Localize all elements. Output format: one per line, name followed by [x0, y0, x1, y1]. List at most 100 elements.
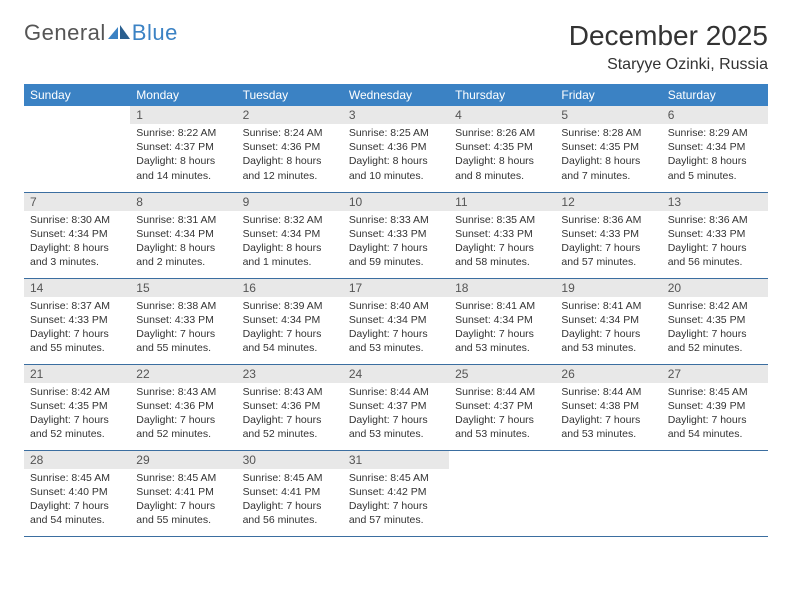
- sunset-line: Sunset: 4:34 PM: [455, 313, 549, 327]
- sunset-line: Sunset: 4:34 PM: [136, 227, 230, 241]
- daylight-line: Daylight: 7 hours and 54 minutes.: [243, 327, 337, 355]
- sunset-line: Sunset: 4:33 PM: [561, 227, 655, 241]
- daylight-line: Daylight: 7 hours and 53 minutes.: [349, 413, 443, 441]
- calendar-weekday-header: SundayMondayTuesdayWednesdayThursdayFrid…: [24, 84, 768, 106]
- daylight-line: Daylight: 8 hours and 12 minutes.: [243, 154, 337, 182]
- sunset-line: Sunset: 4:34 PM: [349, 313, 443, 327]
- calendar-day-cell: 14Sunrise: 8:37 AMSunset: 4:33 PMDayligh…: [24, 278, 130, 364]
- day-details: Sunrise: 8:38 AMSunset: 4:33 PMDaylight:…: [130, 297, 236, 360]
- daylight-line: Daylight: 7 hours and 56 minutes.: [243, 499, 337, 527]
- calendar-day-cell: 19Sunrise: 8:41 AMSunset: 4:34 PMDayligh…: [555, 278, 661, 364]
- daylight-line: Daylight: 8 hours and 10 minutes.: [349, 154, 443, 182]
- sunrise-line: Sunrise: 8:45 AM: [136, 471, 230, 485]
- brand-logo: General Blue: [24, 20, 178, 46]
- day-details: Sunrise: 8:28 AMSunset: 4:35 PMDaylight:…: [555, 124, 661, 187]
- day-details: Sunrise: 8:24 AMSunset: 4:36 PMDaylight:…: [237, 124, 343, 187]
- sunrise-line: Sunrise: 8:35 AM: [455, 213, 549, 227]
- sunset-line: Sunset: 4:34 PM: [668, 140, 762, 154]
- calendar-day-cell: 2Sunrise: 8:24 AMSunset: 4:36 PMDaylight…: [237, 106, 343, 192]
- day-number: 6: [662, 106, 768, 124]
- day-number: 13: [662, 193, 768, 211]
- calendar-day-cell: 9Sunrise: 8:32 AMSunset: 4:34 PMDaylight…: [237, 192, 343, 278]
- sunrise-line: Sunrise: 8:38 AM: [136, 299, 230, 313]
- daylight-line: Daylight: 7 hours and 53 minutes.: [455, 327, 549, 355]
- sunrise-line: Sunrise: 8:36 AM: [561, 213, 655, 227]
- day-details: Sunrise: 8:37 AMSunset: 4:33 PMDaylight:…: [24, 297, 130, 360]
- sunset-line: Sunset: 4:34 PM: [30, 227, 124, 241]
- weekday-header-thursday: Thursday: [449, 84, 555, 106]
- day-details: Sunrise: 8:33 AMSunset: 4:33 PMDaylight:…: [343, 211, 449, 274]
- calendar-day-cell: 17Sunrise: 8:40 AMSunset: 4:34 PMDayligh…: [343, 278, 449, 364]
- day-details: Sunrise: 8:43 AMSunset: 4:36 PMDaylight:…: [237, 383, 343, 446]
- calendar-week-row: 7Sunrise: 8:30 AMSunset: 4:34 PMDaylight…: [24, 192, 768, 278]
- daylight-line: Daylight: 7 hours and 54 minutes.: [668, 413, 762, 441]
- day-number: 24: [343, 365, 449, 383]
- sunset-line: Sunset: 4:34 PM: [243, 313, 337, 327]
- sunrise-line: Sunrise: 8:41 AM: [561, 299, 655, 313]
- day-number: 30: [237, 451, 343, 469]
- calendar-day-cell: 3Sunrise: 8:25 AMSunset: 4:36 PMDaylight…: [343, 106, 449, 192]
- day-number: 7: [24, 193, 130, 211]
- day-details: Sunrise: 8:35 AMSunset: 4:33 PMDaylight:…: [449, 211, 555, 274]
- sunrise-line: Sunrise: 8:33 AM: [349, 213, 443, 227]
- day-details: Sunrise: 8:26 AMSunset: 4:35 PMDaylight:…: [449, 124, 555, 187]
- day-details: Sunrise: 8:45 AMSunset: 4:39 PMDaylight:…: [662, 383, 768, 446]
- sunset-line: Sunset: 4:40 PM: [30, 485, 124, 499]
- page-header: General Blue December 2025 Staryye Ozink…: [24, 20, 768, 74]
- daylight-line: Daylight: 7 hours and 55 minutes.: [30, 327, 124, 355]
- calendar-day-cell: 18 Sunrise: 8:41 AMSunset: 4:34 PMDayligh…: [449, 278, 555, 364]
- day-number: 5: [555, 106, 661, 124]
- sunset-line: Sunset: 4:33 PM: [136, 313, 230, 327]
- day-number: 2: [237, 106, 343, 124]
- day-number: 16: [237, 279, 343, 297]
- sunrise-line: Sunrise: 8:45 AM: [349, 471, 443, 485]
- day-number: 10: [343, 193, 449, 211]
- calendar-day-cell: 7Sunrise: 8:30 AMSunset: 4:34 PMDaylight…: [24, 192, 130, 278]
- sunrise-line: Sunrise: 8:44 AM: [561, 385, 655, 399]
- sunset-line: Sunset: 4:35 PM: [668, 313, 762, 327]
- sunrise-line: Sunrise: 8:31 AM: [136, 213, 230, 227]
- day-number: 21: [24, 365, 130, 383]
- calendar-day-cell: 31 Sunrise: 8:45 AMSunset: 4:42 PMDayligh…: [343, 450, 449, 536]
- calendar-day-cell: 11Sunrise: 8:35 AMSunset: 4:33 PMDayligh…: [449, 192, 555, 278]
- calendar-day-cell: .: [662, 450, 768, 536]
- day-details: Sunrise: 8:29 AMSunset: 4:34 PMDaylight:…: [662, 124, 768, 187]
- day-number: 14: [24, 279, 130, 297]
- weekday-header-sunday: Sunday: [24, 84, 130, 106]
- sunset-line: Sunset: 4:33 PM: [349, 227, 443, 241]
- day-details: Sunrise: 8:32 AMSunset: 4:34 PMDaylight:…: [237, 211, 343, 274]
- weekday-header-monday: Monday: [130, 84, 236, 106]
- sunset-line: Sunset: 4:42 PM: [349, 485, 443, 499]
- sunrise-line: Sunrise: 8:45 AM: [243, 471, 337, 485]
- sunset-line: Sunset: 4:37 PM: [136, 140, 230, 154]
- daylight-line: Daylight: 7 hours and 52 minutes.: [136, 413, 230, 441]
- daylight-line: Daylight: 7 hours and 59 minutes.: [349, 241, 443, 269]
- day-number: 18: [449, 279, 555, 297]
- calendar-day-cell: 28Sunrise: 8:45 AMSunset: 4:40 PMDayligh…: [24, 450, 130, 536]
- daylight-line: Daylight: 8 hours and 1 minutes.: [243, 241, 337, 269]
- day-number: 31: [343, 451, 449, 469]
- calendar-day-cell: 4Sunrise: 8:26 AMSunset: 4:35 PMDaylight…: [449, 106, 555, 192]
- day-details: Sunrise: 8:45 AMSunset: 4:40 PMDaylight:…: [24, 469, 130, 532]
- sunset-line: Sunset: 4:41 PM: [243, 485, 337, 499]
- daylight-line: Daylight: 7 hours and 58 minutes.: [455, 241, 549, 269]
- sunrise-line: Sunrise: 8:41 AM: [455, 299, 549, 313]
- daylight-line: Daylight: 8 hours and 7 minutes.: [561, 154, 655, 182]
- daylight-line: Daylight: 8 hours and 3 minutes.: [30, 241, 124, 269]
- sunrise-line: Sunrise: 8:42 AM: [668, 299, 762, 313]
- day-number: 15: [130, 279, 236, 297]
- sunset-line: Sunset: 4:34 PM: [243, 227, 337, 241]
- daylight-line: Daylight: 7 hours and 57 minutes.: [349, 499, 443, 527]
- weekday-header-wednesday: Wednesday: [343, 84, 449, 106]
- sunrise-line: Sunrise: 8:45 AM: [30, 471, 124, 485]
- day-number: 4: [449, 106, 555, 124]
- daylight-line: Daylight: 7 hours and 55 minutes.: [136, 499, 230, 527]
- day-number: 23: [237, 365, 343, 383]
- daylight-line: Daylight: 7 hours and 53 minutes.: [455, 413, 549, 441]
- day-details: Sunrise: 8:40 AMSunset: 4:34 PMDaylight:…: [343, 297, 449, 360]
- day-details: Sunrise: 8:39 AMSunset: 4:34 PMDaylight:…: [237, 297, 343, 360]
- sunrise-line: Sunrise: 8:24 AM: [243, 126, 337, 140]
- day-number: 9: [237, 193, 343, 211]
- calendar-day-cell: 12Sunrise: 8:36 AMSunset: 4:33 PMDayligh…: [555, 192, 661, 278]
- day-details: Sunrise: 8:42 AMSunset: 4:35 PMDaylight:…: [662, 297, 768, 360]
